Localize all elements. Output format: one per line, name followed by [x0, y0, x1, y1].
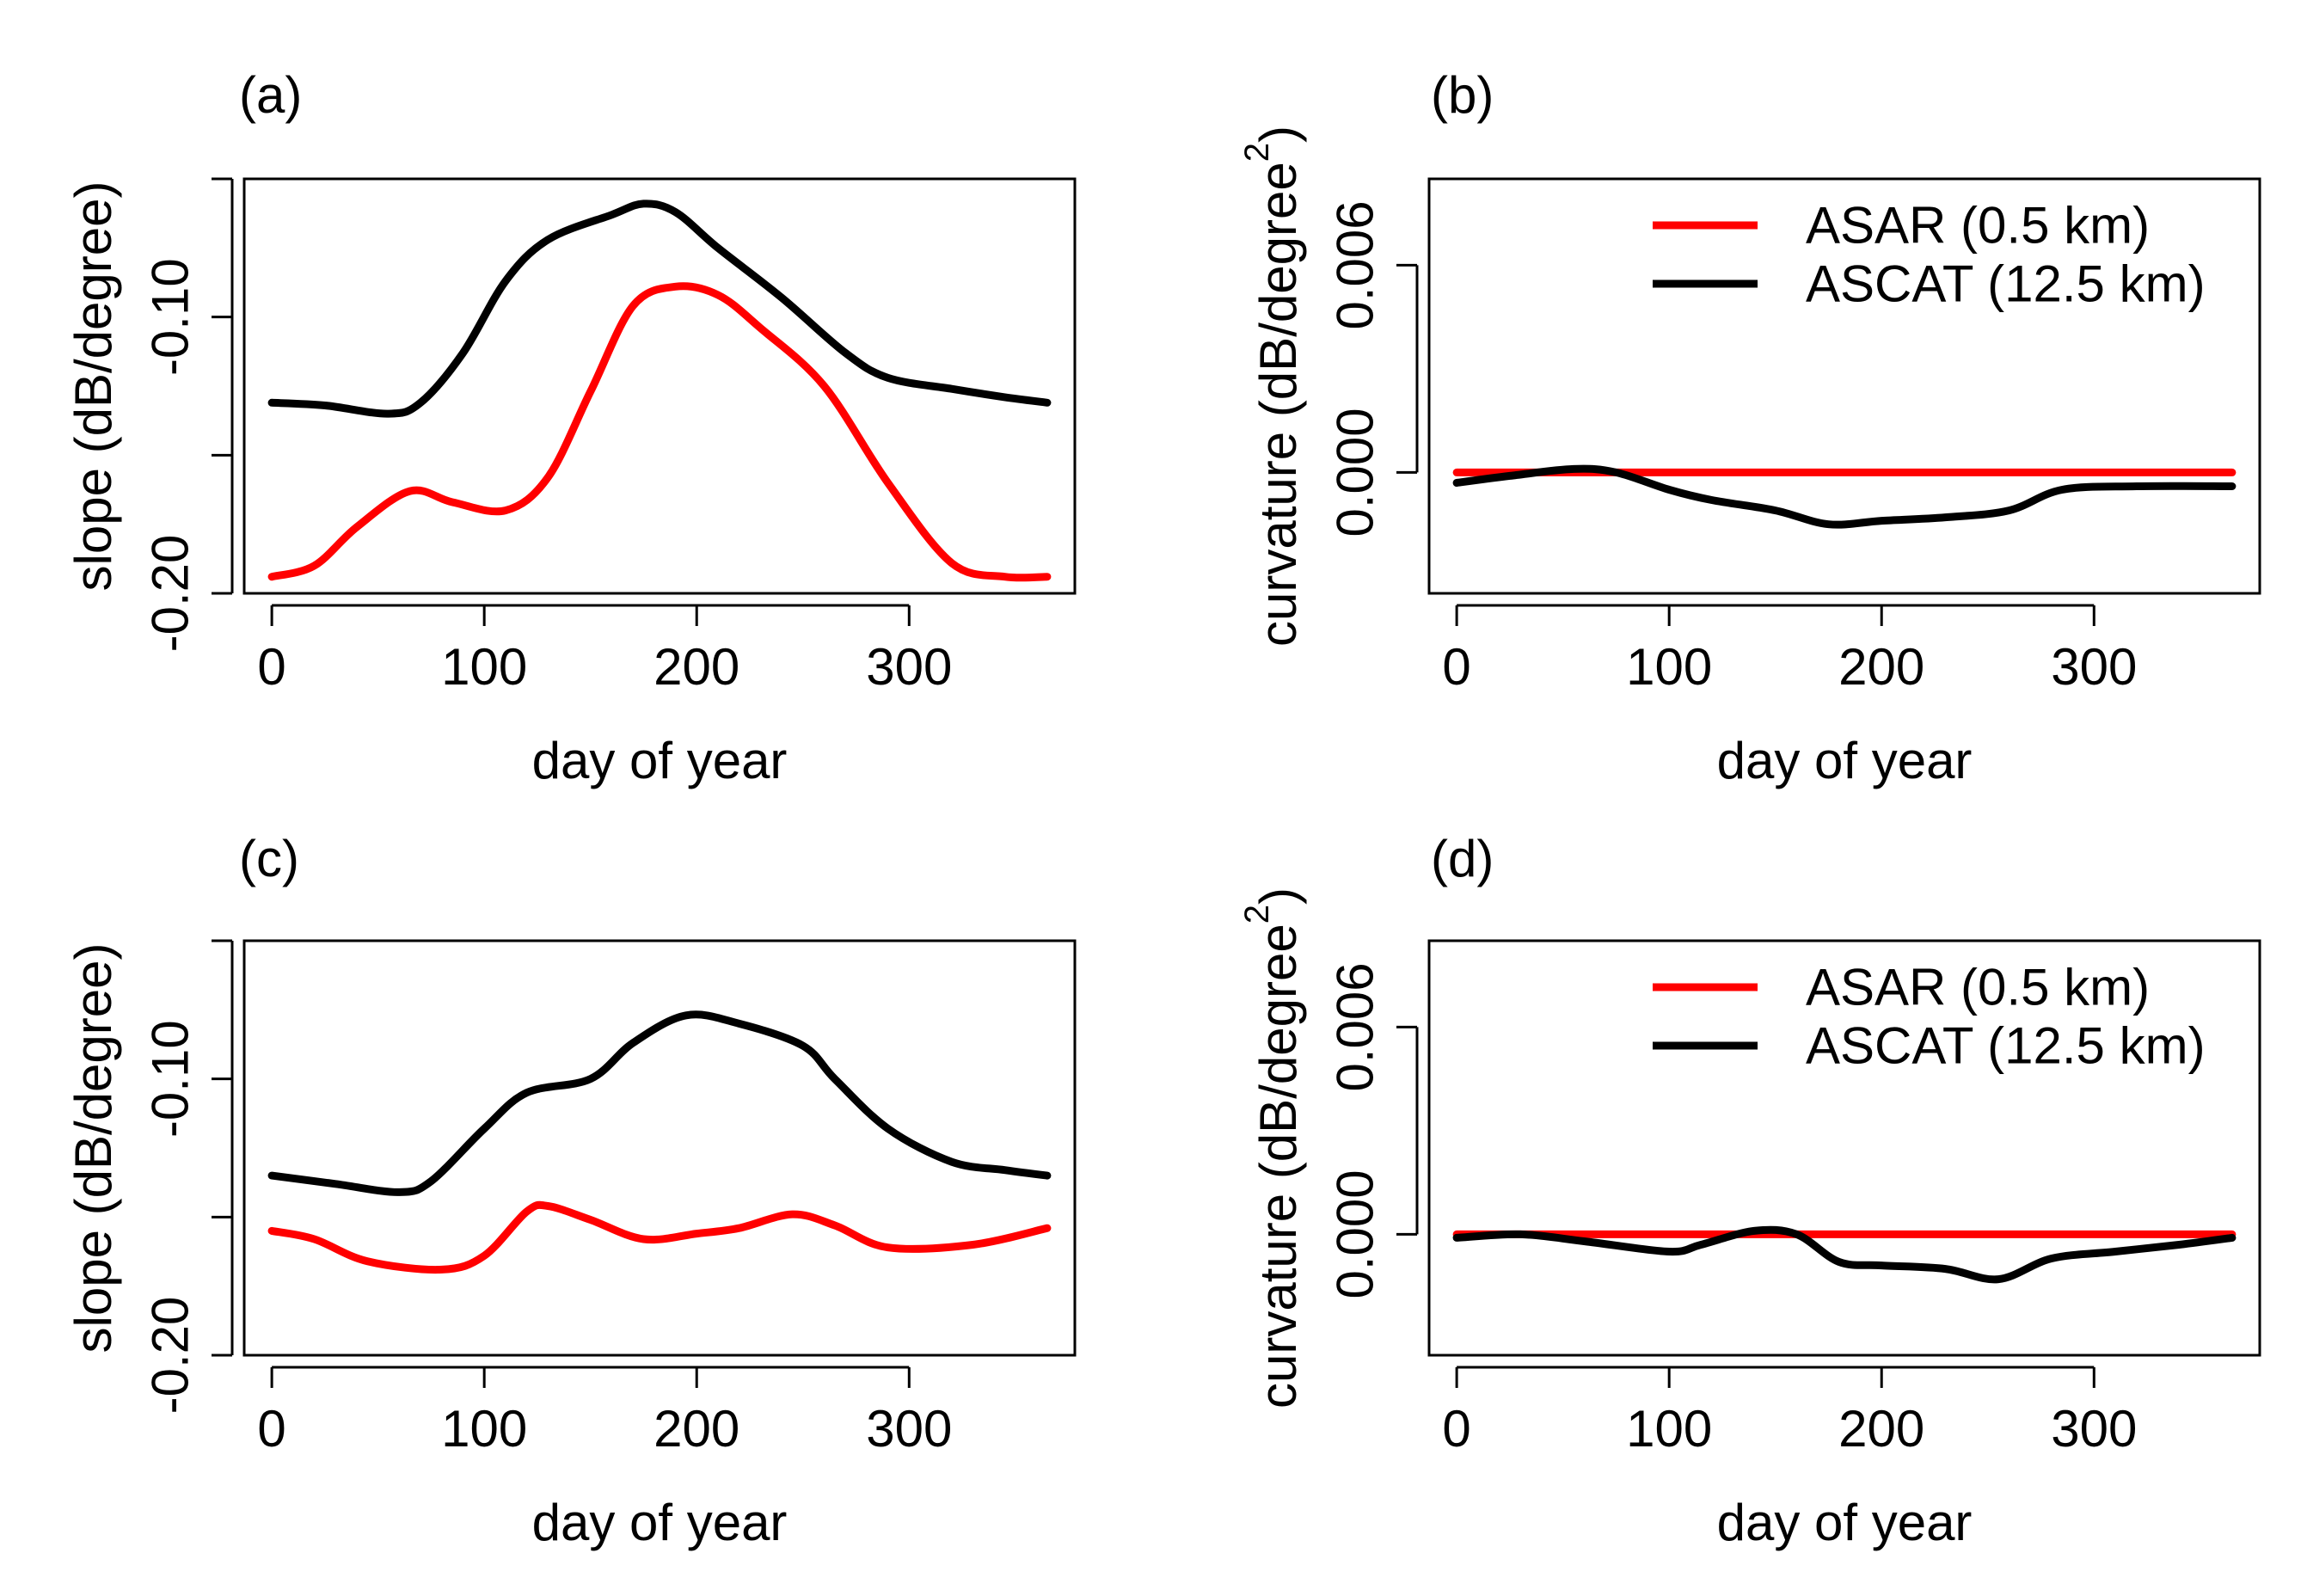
x-tick-label: 300	[2051, 638, 2137, 696]
y-axis-title-close: )	[1249, 126, 1307, 143]
y-axis-title-close: )	[1249, 887, 1307, 905]
plot-frame	[1427, 939, 2261, 1357]
y-tick-label: -0.20	[142, 1297, 199, 1415]
x-tick-label: 200	[653, 638, 739, 696]
panel-label: (a)	[239, 66, 302, 124]
x-tick-label: 300	[866, 1400, 952, 1458]
series-line-ascat	[267, 1010, 1052, 1196]
x-tick-label: 200	[653, 1400, 739, 1458]
y-tick-label: 0.006	[1327, 200, 1384, 329]
y-tick-label: -0.20	[142, 535, 199, 653]
series-line-ascat	[1452, 1225, 2237, 1284]
x-tick-label: 100	[441, 1400, 527, 1458]
y-axis-title-text: slope (dB/degree)	[64, 943, 122, 1354]
legend-label-ascat: ASCAT (12.5 km)	[1806, 255, 2206, 313]
series-line-asar	[267, 1200, 1052, 1274]
chart-panel-d: (d) 0 100 200 300 day of year 0.000 0.006 curvat…	[1238, 830, 2261, 1551]
x-axis-title: day of year	[532, 1494, 788, 1551]
y-axis-title-superscript: 2	[1238, 143, 1276, 162]
x-tick-label: 100	[441, 638, 527, 696]
chart-panel-c: (c) 0 100 200 300 day of year -0.20 -0.10 slope …	[64, 830, 1077, 1551]
legend-label-ascat: ASCAT (12.5 km)	[1806, 1017, 2206, 1075]
legend: ASAR (0.5 km)ASCAT (12.5 km)	[1653, 197, 2206, 313]
y-axis-title: slope (dB/degree)	[64, 181, 122, 592]
y-tick-label: 0.006	[1327, 962, 1384, 1091]
y-axis-title-superscript: 2	[1238, 905, 1276, 924]
y-axis-title-text: curvature (dB/degree	[1249, 924, 1307, 1409]
y-tick-label: 0.000	[1327, 1169, 1384, 1298]
plot-frame	[242, 177, 1077, 595]
panel-label: (b)	[1431, 66, 1494, 124]
x-axis-title: day of year	[1717, 1494, 1973, 1551]
x-tick-label: 0	[257, 638, 285, 696]
x-tick-label: 300	[866, 638, 952, 696]
y-axis-title: curvature (dB/degree2)	[1238, 126, 1307, 647]
y-tick-label: 0.000	[1327, 408, 1384, 537]
panel-label: (d)	[1431, 830, 1494, 887]
x-axis-title: day of year	[1717, 732, 1973, 789]
chart-panel-b: (b) 0 100 200 300 day of year 0.000 0.006 curvat…	[1238, 66, 2261, 789]
series-line-ascat	[1452, 464, 2237, 529]
y-tick-label: -0.10	[142, 258, 199, 376]
y-axis-title-text: curvature (dB/degree	[1249, 162, 1307, 647]
panel-label: (c)	[239, 830, 299, 887]
x-tick-label: 100	[1626, 1400, 1712, 1458]
plot-frame	[1427, 177, 2261, 595]
chart-panel-a: (a) 0 100 200 300 day of year -0.20 -0.10 slope …	[64, 66, 1077, 789]
series-line-ascat	[267, 200, 1052, 418]
x-tick-label: 200	[1838, 1400, 1924, 1458]
y-axis-title: slope (dB/degree)	[64, 943, 122, 1354]
x-tick-label: 0	[1442, 1400, 1470, 1458]
series-line-asar	[267, 282, 1052, 582]
legend: ASAR (0.5 km)ASCAT (12.5 km)	[1653, 959, 2206, 1075]
plot-frame	[242, 939, 1077, 1357]
x-tick-label: 200	[1838, 638, 1924, 696]
x-tick-label: 0	[1442, 638, 1470, 696]
x-tick-label: 300	[2051, 1400, 2137, 1458]
y-axis-title: curvature (dB/degree2)	[1238, 887, 1307, 1409]
y-axis-title-text: slope (dB/degree)	[64, 181, 122, 592]
legend-label-asar: ASAR (0.5 km)	[1806, 197, 2150, 255]
legend-label-asar: ASAR (0.5 km)	[1806, 959, 2150, 1016]
x-tick-label: 0	[257, 1400, 285, 1458]
x-tick-label: 100	[1626, 638, 1712, 696]
y-tick-label: -0.10	[142, 1020, 199, 1138]
x-axis-title: day of year	[532, 732, 788, 789]
